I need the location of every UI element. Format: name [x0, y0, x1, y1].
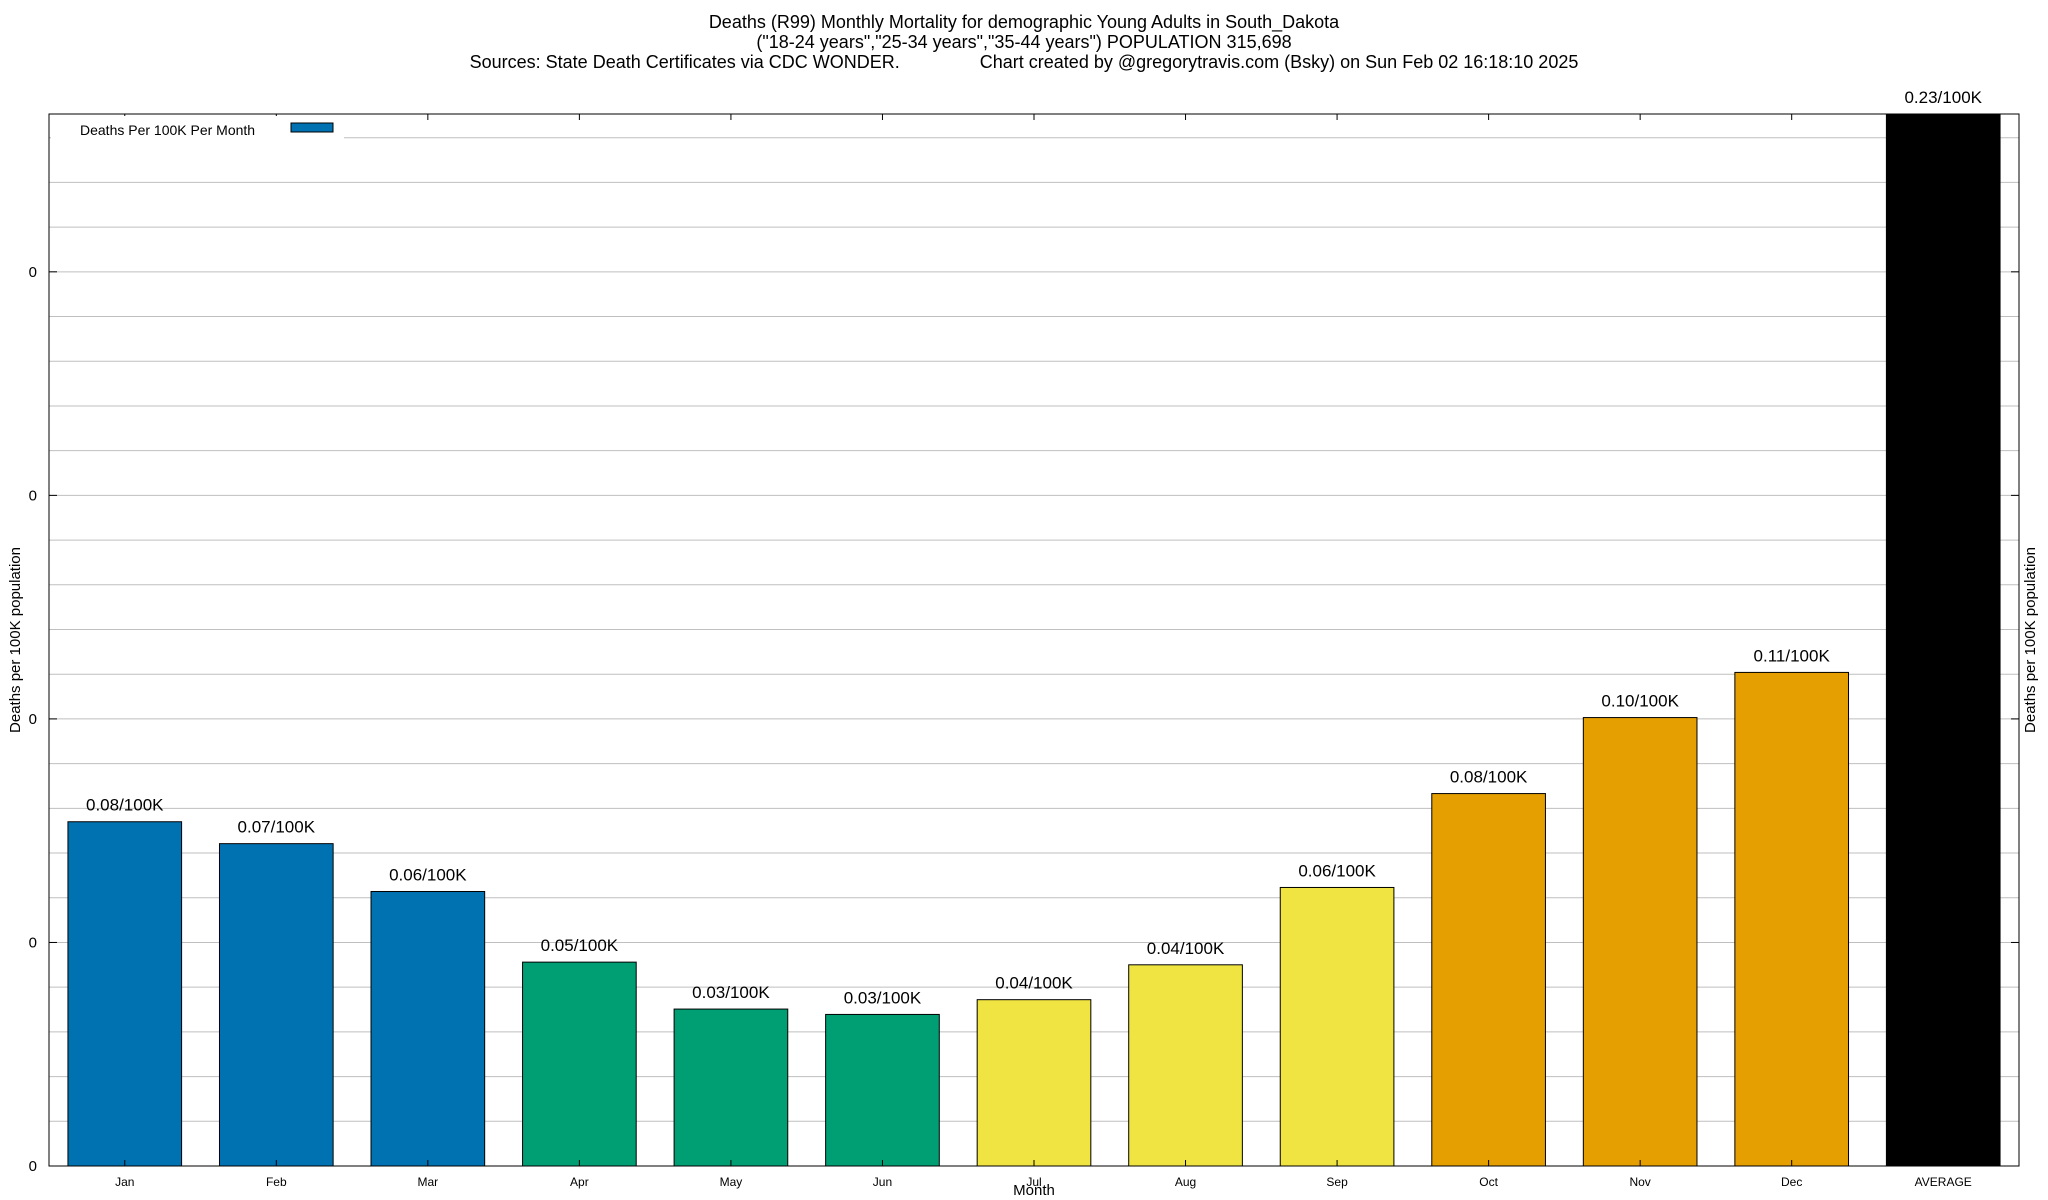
legend: Deaths Per 100K Per Month: [51, 116, 344, 140]
data-label-mar: 0.06/100K: [389, 865, 467, 884]
data-label-dec: 0.11/100K: [1754, 646, 1831, 665]
y-tick-label: 0: [29, 264, 37, 281]
x-tick-label-feb: Feb: [266, 1175, 287, 1189]
bar-average: [1885, 113, 2001, 1167]
plot-area-border: [48, 113, 2020, 1167]
bar-nov: [1582, 717, 1698, 1167]
x-tick-label-oct: Oct: [1479, 1175, 1498, 1189]
data-label-nov: 0.10/100K: [1601, 692, 1679, 711]
bar-apr: [522, 961, 637, 1167]
chart-subtitle-population: ("18-24 years","25-34 years","35-44 year…: [756, 32, 1292, 52]
x-axis-title: Month: [1013, 1182, 1055, 1199]
y-tick-label: 0: [29, 711, 37, 728]
x-tick-label-jun: Jun: [873, 1175, 892, 1189]
legend-label: Deaths Per 100K Per Month: [80, 122, 255, 138]
legend-swatch: [290, 122, 334, 133]
y-tick-label: 0: [29, 1158, 37, 1175]
x-tick-label-may: May: [720, 1175, 743, 1189]
bars: [67, 113, 2001, 1167]
x-tick-label-sep: Sep: [1326, 1175, 1348, 1189]
bar-oct: [1431, 793, 1546, 1167]
y2-axis-title: Deaths per 100K population: [2022, 547, 2039, 733]
y-tick-label: 0: [29, 487, 37, 504]
bar-sep: [1279, 886, 1395, 1167]
y-axis-title: Deaths per 100K population: [7, 547, 24, 733]
x-tick-label-jan: Jan: [115, 1175, 134, 1189]
labels: 0.08/100K Jan 0.07/100K Feb 0.06/100K Mar 0.05…: [7, 88, 2039, 1199]
bar-jul: [976, 999, 1092, 1167]
x-tick-label-aug: Aug: [1175, 1175, 1196, 1189]
data-label-oct: 0.08/100K: [1450, 768, 1528, 787]
x-tick-label-average: AVERAGE: [1915, 1175, 1972, 1189]
chart-subtitle-sources: Sources: State Death Certificates via CD…: [469, 52, 1579, 72]
data-label-jun: 0.03/100K: [844, 988, 922, 1007]
x-tick-label-mar: Mar: [418, 1175, 439, 1189]
chart-title: Deaths (R99) Monthly Mortality for demog…: [708, 12, 1340, 32]
data-label-jan: 0.08/100K: [86, 796, 164, 815]
data-label-feb: 0.07/100K: [238, 818, 316, 837]
data-label-average: 0.23/100K: [1904, 88, 1982, 107]
bar-mar: [370, 890, 486, 1167]
x-tick-label-dec: Dec: [1781, 1175, 1802, 1189]
chart-title-block: Deaths (R99) Monthly Mortality for demog…: [0, 12, 2048, 72]
data-label-apr: 0.05/100K: [541, 936, 619, 955]
data-label-sep: 0.06/100K: [1298, 861, 1376, 880]
bar-aug: [1128, 964, 1243, 1167]
data-label-may: 0.03/100K: [692, 983, 770, 1002]
bar-may: [673, 1008, 789, 1167]
data-label-jul: 0.04/100K: [995, 974, 1073, 993]
bar-dec: [1734, 671, 1850, 1167]
bar-feb: [218, 843, 334, 1167]
x-tick-label-apr: Apr: [570, 1175, 589, 1189]
bar-jun: [825, 1013, 940, 1167]
x-tick-label-jul: Jul: [1026, 1175, 1041, 1189]
x-tick-label-nov: Nov: [1629, 1175, 1650, 1189]
data-label-aug: 0.04/100K: [1147, 939, 1225, 958]
y-tick-label: 0: [29, 934, 37, 951]
bar-jan: [67, 821, 183, 1167]
